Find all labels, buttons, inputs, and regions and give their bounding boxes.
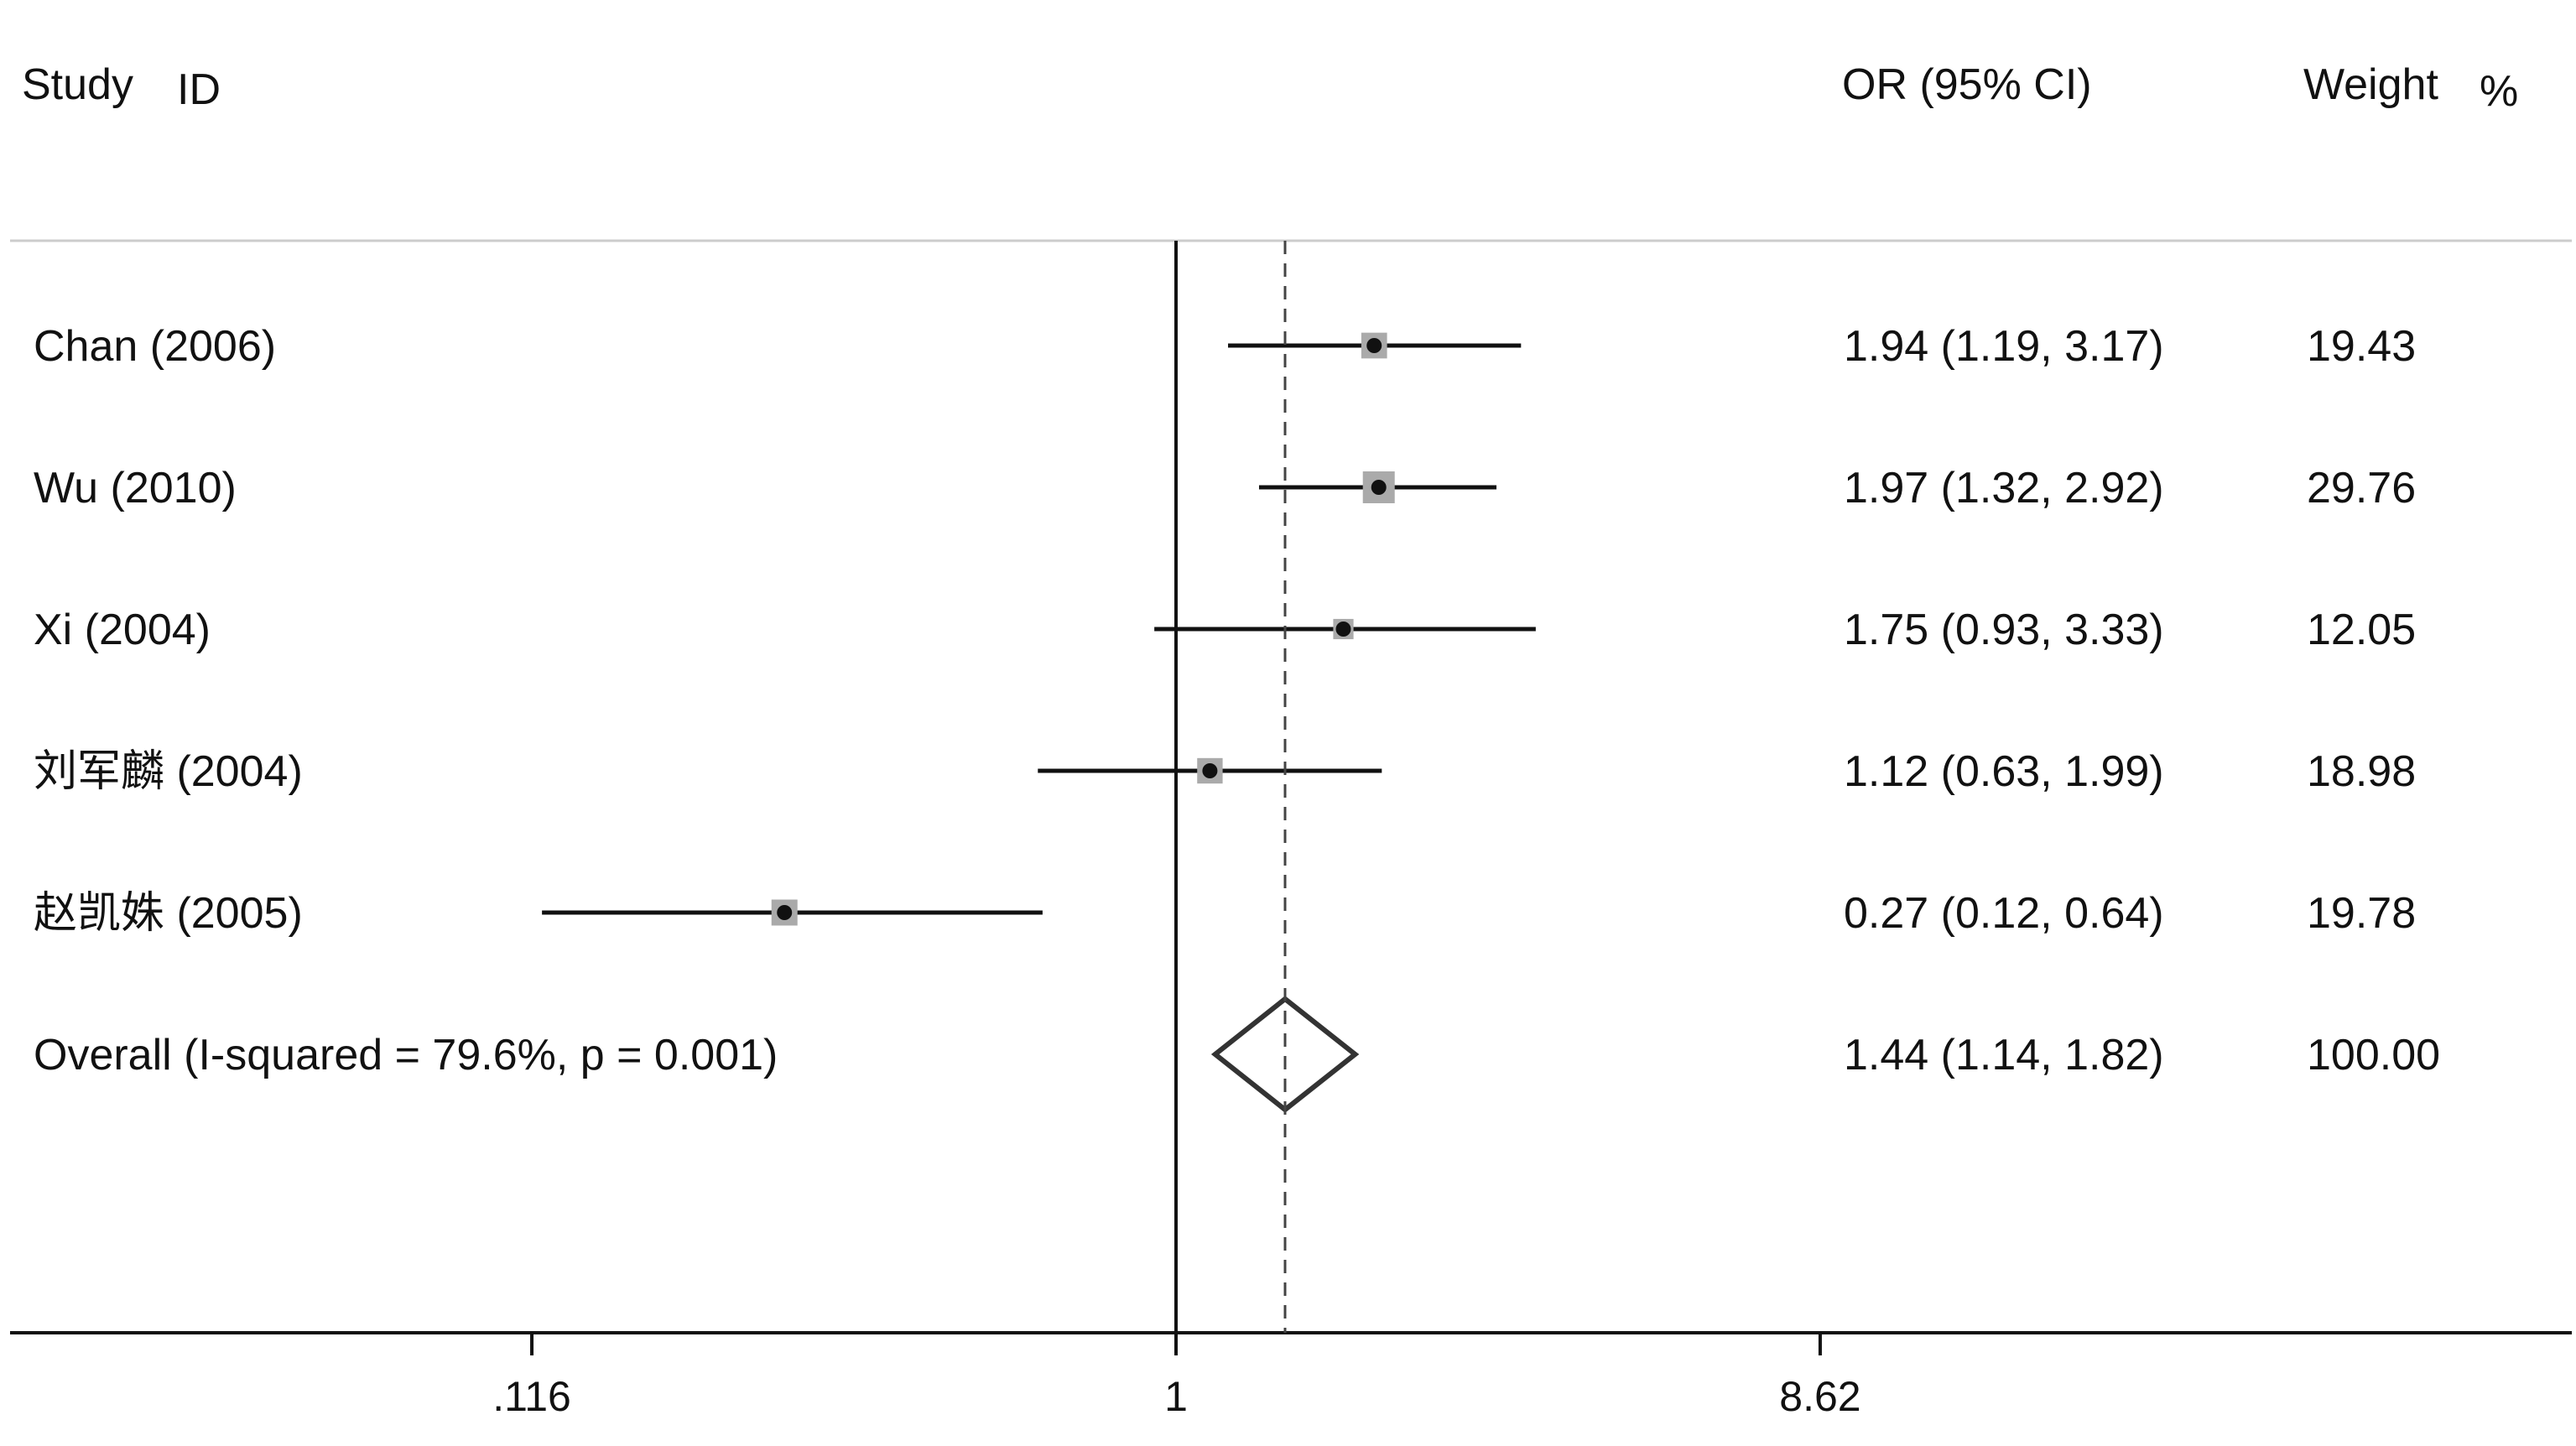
header-or-ci: OR (95% CI)	[1842, 60, 2092, 109]
overall-or-ci-value: 1.44 (1.14, 1.82)	[1844, 1031, 2164, 1079]
or-ci-value: 1.75 (0.93, 3.33)	[1844, 606, 2164, 654]
weight-value: 19.78	[2307, 889, 2416, 938]
study-label: 刘军麟 (2004)	[34, 747, 303, 796]
weight-value: 29.76	[2307, 464, 2416, 512]
study-row: Wu (2010) 1.97 (1.32, 2.92) 29.76	[34, 464, 2416, 512]
study-label: Xi (2004)	[34, 606, 211, 654]
x-tick-label: 8.62	[1779, 1373, 1860, 1420]
point-estimate	[1335, 622, 1351, 637]
study-row: Xi (2004) 1.75 (0.93, 3.33) 12.05	[34, 606, 2416, 654]
or-ci-value: 1.12 (0.63, 1.99)	[1844, 747, 2164, 796]
weight-value: 19.43	[2307, 322, 2416, 371]
weight-value: 12.05	[2307, 606, 2416, 654]
point-estimate	[1366, 338, 1382, 353]
point-estimate	[1202, 763, 1218, 778]
weight-value: 18.98	[2307, 747, 2416, 796]
header-study: Study	[22, 60, 133, 109]
point-estimate	[777, 905, 793, 920]
study-row: 赵凯姝 (2005) 0.27 (0.12, 0.64) 19.78	[34, 889, 2416, 938]
study-row: Chan (2006) 1.94 (1.19, 3.17) 19.43	[34, 322, 2416, 371]
overall-diamond	[1210, 996, 1360, 1113]
point-estimate	[1371, 480, 1387, 495]
overall-label: Overall (I-squared = 79.6%, p = 0.001)	[34, 1031, 778, 1079]
study-row: 刘军麟 (2004) 1.12 (0.63, 1.99) 18.98	[34, 747, 2416, 796]
study-label: Chan (2006)	[34, 322, 276, 371]
overall-row: Overall (I-squared = 79.6%, p = 0.001) 1.…	[34, 996, 2440, 1113]
study-label: 赵凯姝 (2005)	[34, 889, 303, 938]
reference-lines	[1174, 241, 1287, 1333]
study-label: Wu (2010)	[34, 464, 237, 512]
header-percent: %	[2480, 67, 2518, 116]
x-axis-ticks: .116 1 8.62	[492, 1333, 1861, 1420]
header-weight: Weight	[2303, 60, 2438, 109]
or-ci-value: 1.97 (1.32, 2.92)	[1844, 464, 2164, 512]
or-ci-value: 1.94 (1.19, 3.17)	[1844, 322, 2164, 371]
or-ci-value: 0.27 (0.12, 0.64)	[1844, 889, 2164, 938]
x-tick-label: 1	[1164, 1373, 1188, 1420]
header-id: ID	[177, 65, 221, 114]
overall-weight-value: 100.00	[2307, 1031, 2440, 1079]
x-tick-label: .116	[492, 1373, 571, 1420]
study-rows: Chan (2006) 1.94 (1.19, 3.17) 19.43 Wu (201…	[34, 322, 2440, 1113]
